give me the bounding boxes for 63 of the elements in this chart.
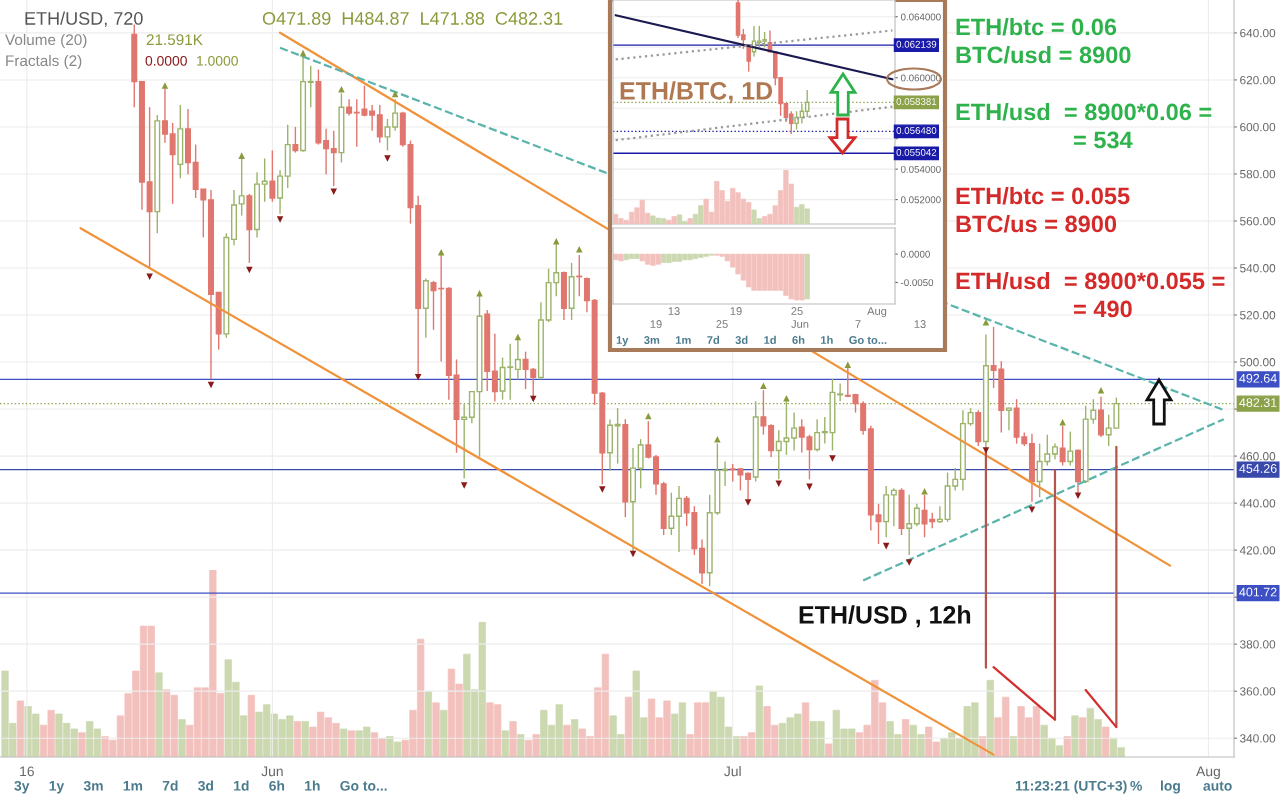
annotation: Jun <box>791 320 809 328</box>
annotation: Fractals (2) <box>6 54 82 70</box>
y-tick-label: 640.00 <box>1240 28 1276 38</box>
annotation: ETH/USD , 12h <box>799 605 971 628</box>
y-tick-label: 340.00 <box>1240 734 1276 743</box>
annotation: Aug <box>867 307 887 318</box>
y-tick-label: 620.00 <box>1240 75 1276 85</box>
annotation: ETH/btc = 0.06 <box>956 18 1117 36</box>
annotation: 13 <box>914 320 926 328</box>
y-tick-label: 420.00 <box>1239 546 1276 555</box>
annotation: Volume (20) <box>5 33 87 49</box>
annotation: = 534 <box>1073 131 1133 149</box>
ref-line-label: 454.26 <box>1239 464 1277 473</box>
x-tick-label: Jun <box>261 766 283 777</box>
annotation: 25 <box>791 307 803 315</box>
text: % <box>1130 780 1142 791</box>
y-tick-label: 380.00 <box>1240 640 1276 649</box>
x-tick-label: Jul <box>724 766 741 777</box>
annotation: ETH/usd = 8900*0.06 = <box>956 103 1212 121</box>
ref-line-label: 0.056480 <box>896 127 937 134</box>
y-tick-label: 0.064000 <box>900 13 941 21</box>
text: ETH/BTC, 1D <box>620 81 773 104</box>
y-tick-label: 580.00 <box>1240 170 1276 179</box>
annotation: BTC/us = 8900 <box>956 214 1117 233</box>
text: 11:23:21 (UTC+3) <box>1015 780 1127 794</box>
y-tick-label: 600.00 <box>1240 122 1276 132</box>
y-tick-label: 0.054000 <box>900 165 941 173</box>
annotation: 1.0000 <box>197 55 238 66</box>
annotation: 25 <box>716 320 728 328</box>
x-tick-label: 16 <box>20 766 34 777</box>
y-tick-label: 520.00 <box>1240 311 1276 320</box>
ref-line-label: 482.31 <box>1239 398 1277 407</box>
x-tick-label: Aug <box>1196 766 1220 779</box>
text: auto <box>1203 781 1232 791</box>
y-tick-label: 500.00 <box>1240 358 1276 367</box>
annotation: 21.591K <box>146 34 203 46</box>
text: 3y 1y 3m 1m 7d 3d 1d 6h 1h Go to... <box>14 780 387 794</box>
annotation: O471.89 H484.87 L471.88 C482.31 <box>262 12 563 25</box>
annotation: 7 <box>855 320 861 328</box>
ref-line-label: 401.72 <box>1239 587 1277 597</box>
ref-line-label: 0.058381 <box>896 98 937 105</box>
annotation: 19 <box>650 320 662 328</box>
annotation: 19 <box>730 307 742 315</box>
y-tick-label: 0.052000 <box>900 196 941 204</box>
y-tick-label: 540.00 <box>1240 264 1276 273</box>
y-tick-label: 0.0000 <box>900 250 930 258</box>
annotation: = 490 <box>1073 300 1132 318</box>
ref-line-label: 0.062139 <box>896 40 937 48</box>
annotation: ETH/btc = 0.055 <box>956 187 1130 205</box>
ref-line-label: 492.64 <box>1239 373 1277 383</box>
annotation: 0.0000 <box>145 55 187 66</box>
annotation: ETH/usd = 8900*0.055 = <box>956 272 1225 290</box>
text: ETH/USD, 720 <box>25 11 143 27</box>
annotation: 13 <box>668 307 680 315</box>
ref-line-label: 0.055042 <box>896 148 937 156</box>
annotation: BTC/usd = 8900 <box>956 46 1131 64</box>
y-tick-label: 440.00 <box>1239 499 1276 508</box>
y-tick-label: 360.00 <box>1240 687 1276 696</box>
text: log <box>1160 780 1180 794</box>
y-tick-label: 460.00 <box>1239 452 1276 461</box>
annotation: 1y 3m 1m 7d 3d 1d 6h 1h Go to... <box>616 335 887 347</box>
y-tick-label: -0.0050 <box>900 279 934 287</box>
y-tick-label: 560.00 <box>1240 217 1276 226</box>
